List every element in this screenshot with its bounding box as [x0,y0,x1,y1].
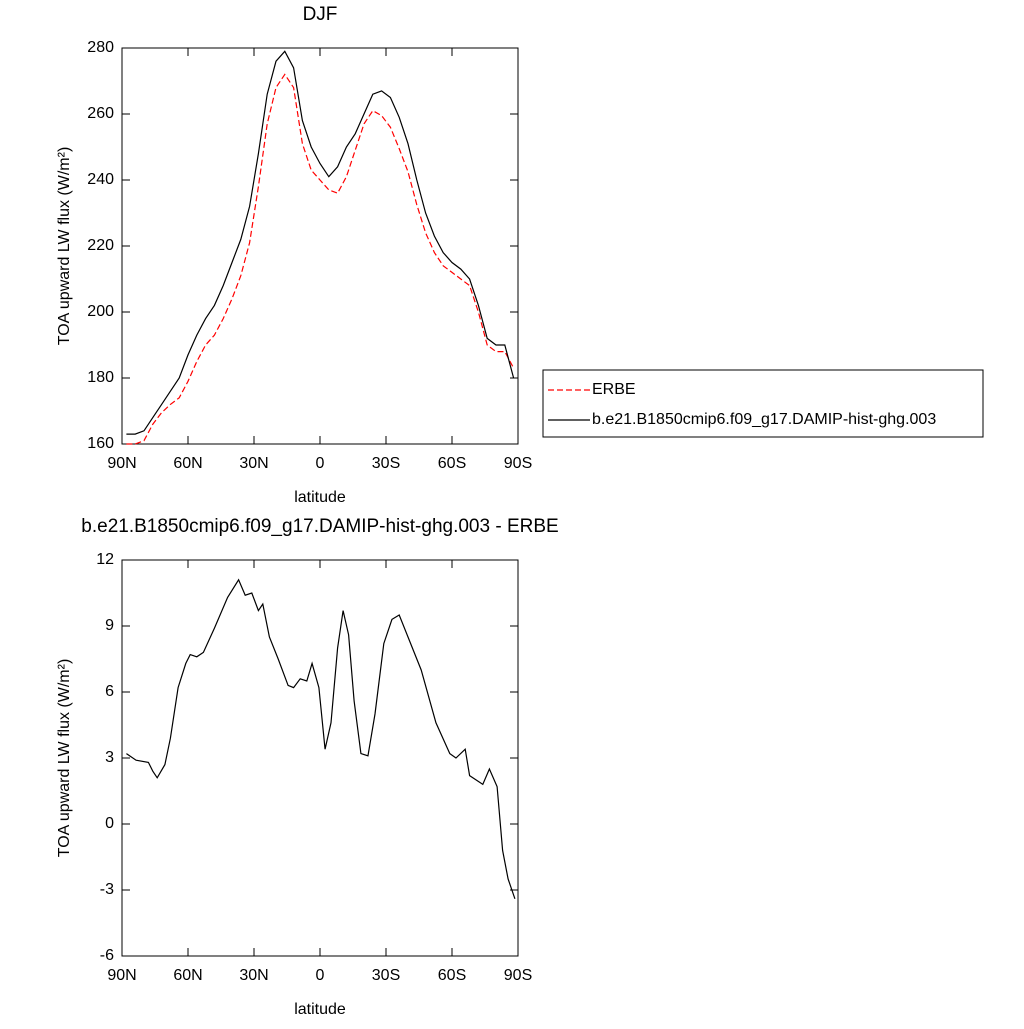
x-tick-label: 60N [173,455,202,472]
x-axis-label: latitude [294,489,346,506]
y-tick-label: -6 [100,947,114,964]
y-axis-label: TOA upward LW flux (W/m²) [56,147,73,346]
chart-title: DJF [303,4,338,25]
y-tick-label: 280 [87,39,114,56]
x-tick-label: 0 [316,967,325,984]
x-tick-label: 60S [438,967,466,984]
y-tick-label: 180 [87,369,114,386]
y-tick-label: -3 [100,881,114,898]
plot-frame [121,559,519,957]
x-tick-label: 0 [316,455,325,472]
data-line [126,73,515,445]
y-tick-label: 240 [87,171,114,188]
x-tick-label: 90S [504,967,532,984]
legend-box [542,369,984,438]
y-tick-label: 9 [105,617,114,634]
x-tick-label: 60N [173,967,202,984]
y-tick-label: 160 [87,435,114,452]
x-tick-label: 30N [239,455,268,472]
y-tick-label: 260 [87,105,114,122]
chart-title: b.e21.B1850cmip6.f09_g17.DAMIP-hist-ghg.… [81,516,558,537]
x-tick-label: 60S [438,455,466,472]
y-tick-label: 12 [96,551,114,568]
x-axis-label: latitude [294,1001,346,1018]
data-line [126,578,516,899]
y-tick-label: 3 [105,749,114,766]
x-tick-label: 90N [107,967,136,984]
y-tick-label: 220 [87,237,114,254]
x-tick-label: 90N [107,455,136,472]
y-tick-label: 200 [87,303,114,320]
x-tick-label: 30N [239,967,268,984]
legend-label: b.e21.B1850cmip6.f09_g17.DAMIP-hist-ghg.… [592,411,936,428]
x-tick-label: 30S [372,967,400,984]
legend-label: ERBE [592,381,636,398]
plot-frame [121,47,519,445]
y-axis-label: TOA upward LW flux (W/m²) [56,659,73,858]
data-line [126,50,515,435]
x-tick-label: 30S [372,455,400,472]
y-tick-label: 6 [105,683,114,700]
y-tick-label: 0 [105,815,114,832]
x-tick-label: 90S [504,455,532,472]
